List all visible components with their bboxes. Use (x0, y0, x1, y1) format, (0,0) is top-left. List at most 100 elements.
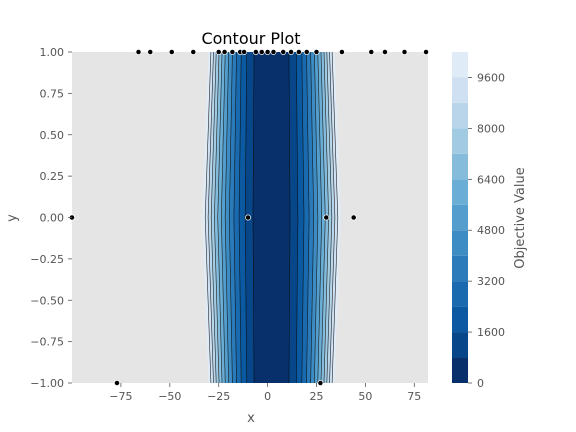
y-tick-label: 1.00 (40, 46, 65, 59)
sample-point (245, 214, 251, 221)
contour-line (329, 51, 336, 384)
x-tick-label: −25 (207, 390, 230, 403)
colorbar-segment (452, 281, 468, 307)
contour-band (217, 52, 226, 383)
colorbar (452, 52, 468, 383)
colorbar-segment (452, 153, 468, 180)
sample-points (69, 49, 429, 386)
y-tick-label: −0.75 (30, 336, 64, 349)
colorbar-tick-label: 0 (477, 377, 484, 390)
sample-point (241, 49, 248, 55)
colorbar-segment (452, 357, 468, 383)
y-tick-label: −0.25 (30, 253, 64, 266)
sample-point (270, 49, 277, 55)
x-axis-label: x (247, 411, 255, 426)
contour-band (211, 52, 220, 383)
sample-point (215, 49, 222, 55)
colorbar-tick-label: 3200 (477, 275, 505, 288)
contour-band (208, 52, 217, 383)
colorbar-segment (452, 204, 468, 231)
y-tick-label: 0.25 (40, 170, 65, 183)
sample-point (288, 49, 295, 55)
colorbar-segment (452, 77, 468, 103)
sample-point (295, 49, 302, 55)
y-tick-label: 0.00 (40, 212, 65, 225)
sample-point (423, 49, 429, 55)
contour-line (238, 51, 242, 384)
contour-line (317, 51, 323, 384)
sample-point (221, 49, 228, 55)
contour-line (301, 51, 305, 384)
colorbar-segment (452, 332, 468, 358)
contour-line (224, 51, 229, 384)
contour-line (204, 51, 212, 384)
sample-point (323, 214, 330, 221)
contour-line (207, 51, 214, 384)
sample-point (258, 49, 265, 55)
x-tick-label: 0 (264, 390, 271, 403)
sample-point (229, 49, 236, 55)
colorbar-segment (452, 128, 468, 154)
contour-line (288, 51, 291, 384)
y-axis-label: y (5, 214, 20, 222)
contour-line (214, 51, 220, 384)
colorbar-tick-label: 6400 (477, 173, 505, 186)
sample-point (147, 49, 154, 55)
colorbar-segment (452, 306, 468, 333)
sample-point (313, 49, 320, 55)
contour-line (314, 51, 319, 384)
contour-line (210, 51, 217, 384)
sample-point (401, 49, 408, 55)
sample-point (264, 49, 271, 55)
sample-point (190, 49, 197, 55)
y-tick-label: 0.50 (40, 129, 65, 142)
contour-band (332, 52, 341, 383)
contour-line (310, 51, 315, 384)
contour-band (326, 52, 335, 383)
contour-band (205, 52, 214, 383)
contour-band (214, 52, 223, 383)
contour-band (329, 52, 338, 383)
contour-band (296, 52, 304, 383)
colorbar-segment (452, 255, 468, 282)
colorbar-tick-label: 9600 (477, 71, 505, 84)
x-tick-label: 50 (358, 390, 372, 403)
x-tick-label: −50 (158, 390, 181, 403)
plot-area (69, 49, 429, 386)
colorbar-segment (452, 52, 468, 78)
sample-point (168, 49, 175, 55)
colorbar-segment (452, 179, 468, 205)
colorbar-segment (452, 102, 468, 129)
contour-band (253, 52, 291, 383)
y-tick-label: −0.50 (30, 294, 64, 307)
y-tick-label: −1.00 (30, 377, 64, 390)
x-tick-label: −75 (109, 390, 132, 403)
y-tick-label: 0.75 (40, 87, 65, 100)
contour-lines (204, 51, 339, 384)
x-axis-ticks: −75 −50 −25 0 25 50 75 (109, 383, 421, 403)
sample-point (382, 49, 388, 55)
colorbar-tick-label: 1600 (477, 326, 505, 339)
no-data-region (72, 52, 141, 383)
sample-point (338, 49, 345, 55)
contour-line (306, 51, 310, 384)
sample-point (252, 49, 259, 55)
contour-band (233, 52, 242, 383)
x-tick-label: 25 (310, 390, 324, 403)
sample-point (317, 380, 324, 386)
contour-band (301, 52, 310, 383)
contour-line (295, 51, 299, 384)
colorbar-tick-label: 4800 (477, 224, 505, 237)
sample-point (280, 49, 287, 55)
sample-point (350, 214, 357, 221)
contour-band (239, 52, 247, 383)
contour-line (221, 51, 226, 384)
contour-band (324, 52, 332, 383)
contour-line (252, 51, 255, 384)
x-tick-label: 75 (407, 390, 421, 403)
chart-title: Contour Plot (201, 29, 300, 48)
contour-band (202, 52, 211, 383)
contour-line (217, 51, 223, 384)
sample-point (303, 49, 310, 55)
